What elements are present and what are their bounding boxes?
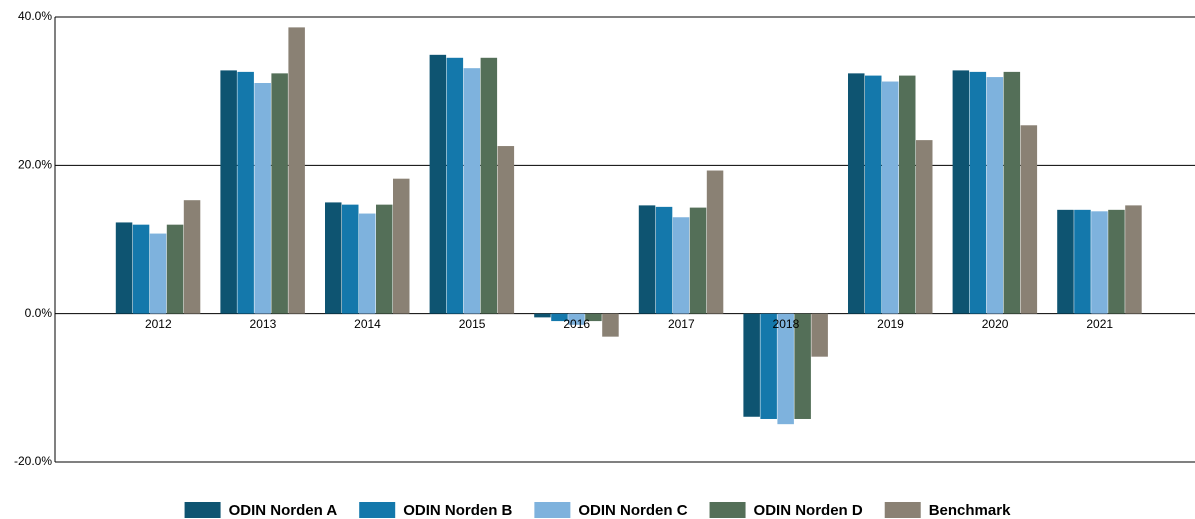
x-tick-label: 2013	[250, 317, 277, 331]
bar	[672, 217, 690, 314]
bar	[1074, 209, 1091, 314]
bar	[393, 178, 410, 314]
bar	[237, 71, 254, 314]
x-tick-label: 2019	[877, 317, 904, 331]
bar	[1057, 209, 1074, 314]
bar	[655, 206, 673, 314]
bar	[376, 204, 393, 314]
legend-label: ODIN Norden B	[403, 502, 512, 519]
bar	[1020, 125, 1038, 314]
legend-swatch	[359, 502, 396, 518]
bar	[446, 57, 464, 314]
bar	[1003, 71, 1021, 314]
x-tick-label: 2014	[354, 317, 381, 331]
bar	[986, 77, 1004, 314]
bar	[848, 73, 865, 314]
legend-swatch	[534, 502, 571, 518]
bar	[638, 205, 656, 314]
x-tick-label: 2020	[982, 317, 1009, 331]
bar	[166, 224, 184, 314]
bar	[794, 313, 811, 419]
bar	[882, 81, 899, 314]
bar	[602, 313, 619, 337]
bar	[149, 233, 167, 314]
legend-label: Benchmark	[929, 502, 1011, 519]
legend-label: ODIN Norden C	[578, 502, 687, 519]
bar	[1125, 205, 1142, 314]
x-tick-label: 2012	[145, 317, 172, 331]
bar	[865, 75, 882, 314]
bar	[811, 313, 828, 357]
legend-label: ODIN Norden D	[754, 502, 863, 519]
legend-swatch	[184, 502, 221, 518]
bar	[1091, 211, 1108, 314]
bar	[497, 146, 515, 314]
bar	[969, 71, 987, 314]
legend-label: ODIN Norden A	[229, 502, 338, 519]
y-tick-label: -20.0%	[14, 454, 52, 468]
bar	[777, 313, 794, 425]
bar	[463, 68, 481, 314]
bar	[1108, 209, 1125, 314]
bar	[568, 313, 585, 325]
y-tick-label: 0.0%	[25, 306, 53, 320]
bar	[706, 170, 724, 314]
bar	[325, 202, 342, 314]
bar	[551, 313, 568, 322]
legend-swatch	[709, 502, 746, 518]
bar	[534, 313, 551, 318]
bar	[359, 213, 376, 314]
x-tick-label: 2021	[1086, 317, 1113, 331]
x-tick-label: 2018	[773, 317, 800, 331]
bar	[220, 70, 237, 314]
bar	[952, 70, 970, 314]
legend-swatch	[884, 502, 921, 518]
bar	[254, 83, 271, 314]
x-tick-label: 2016	[563, 317, 590, 331]
bar	[743, 313, 760, 417]
bar	[916, 140, 933, 314]
bar	[429, 54, 447, 314]
bar	[288, 27, 305, 314]
bar	[689, 207, 707, 314]
bar	[899, 75, 916, 314]
x-tick-label: 2017	[668, 317, 695, 331]
bar	[585, 313, 602, 322]
x-tick-label: 2015	[459, 317, 486, 331]
y-tick-label: 20.0%	[18, 158, 52, 172]
bar	[480, 57, 498, 314]
bar	[342, 204, 359, 314]
y-tick-label: 40.0%	[18, 9, 52, 23]
bar	[183, 200, 201, 314]
bar	[271, 73, 288, 314]
bar	[132, 224, 150, 314]
bar	[115, 222, 133, 314]
bar	[760, 313, 777, 419]
